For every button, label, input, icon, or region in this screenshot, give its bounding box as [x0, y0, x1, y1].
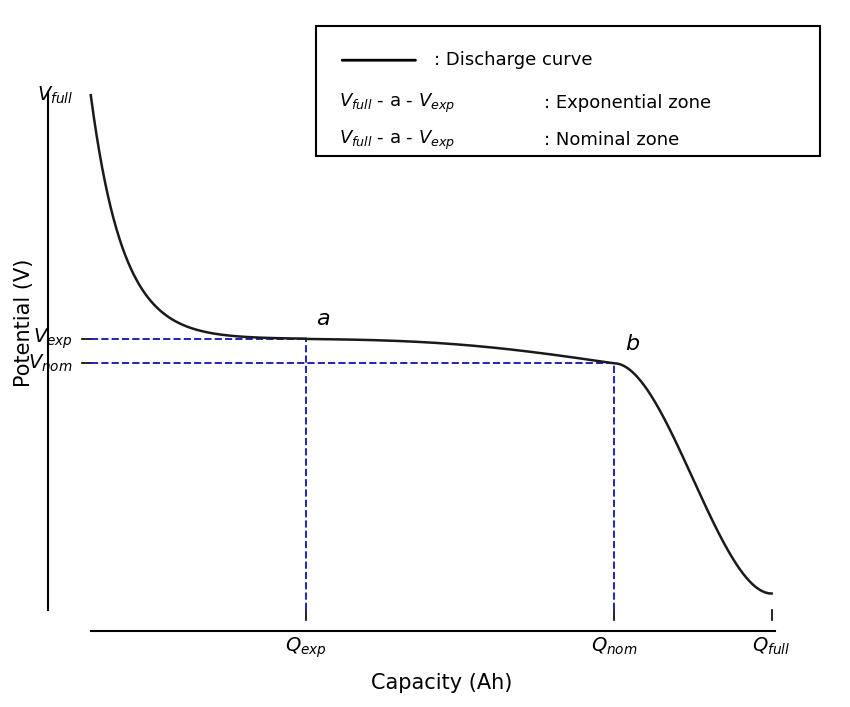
X-axis label: Capacity (Ah): Capacity (Ah) [371, 673, 513, 693]
Text: $V_{exp}$: $V_{exp}$ [33, 327, 73, 351]
Text: $V_{nom}$: $V_{nom}$ [28, 353, 73, 374]
Text: a: a [316, 310, 330, 329]
Text: $V_{full}$: $V_{full}$ [37, 85, 73, 106]
Text: : Exponential zone: : Exponential zone [545, 95, 711, 112]
Text: $Q_{nom}$: $Q_{nom}$ [591, 636, 638, 657]
Y-axis label: Potential (V): Potential (V) [14, 259, 34, 387]
Text: $V_{full}$ - a - $V_{exp}$: $V_{full}$ - a - $V_{exp}$ [339, 129, 456, 152]
Text: b: b [625, 334, 639, 354]
Text: : Discharge curve: : Discharge curve [434, 51, 592, 69]
Text: $Q_{exp}$: $Q_{exp}$ [285, 636, 326, 660]
Text: : Nominal zone: : Nominal zone [545, 132, 680, 149]
FancyBboxPatch shape [316, 26, 820, 156]
Text: $Q_{full}$: $Q_{full}$ [752, 636, 790, 657]
Text: $V_{full}$ - a - $V_{exp}$: $V_{full}$ - a - $V_{exp}$ [339, 92, 456, 115]
